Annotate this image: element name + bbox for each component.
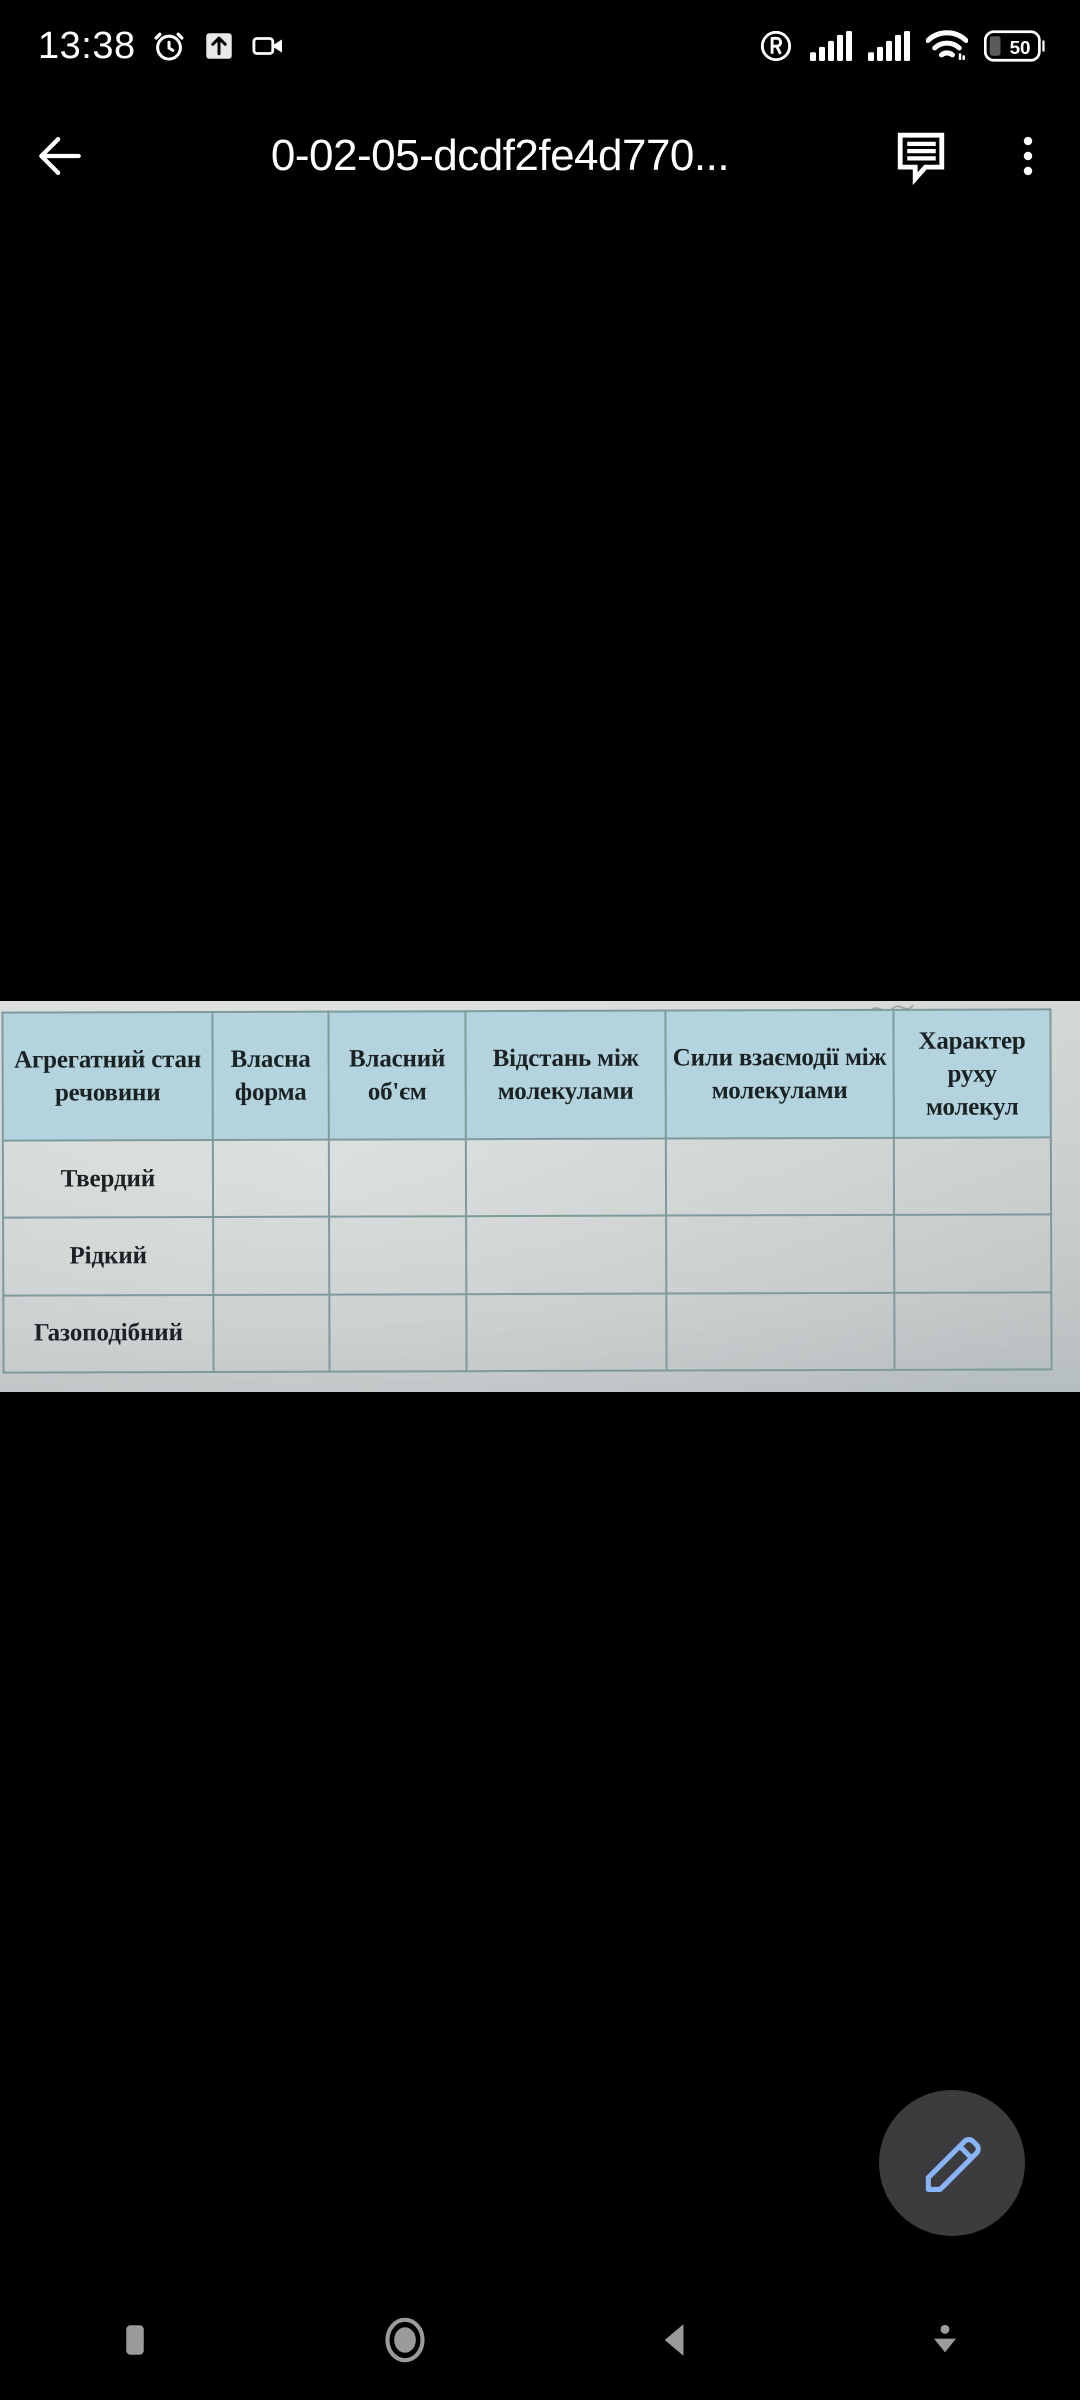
row-label-solid: Твердий [2, 1139, 214, 1218]
cell-liquid-distance [466, 1215, 667, 1294]
arrow-left-icon [39, 137, 81, 175]
cell-gas-volume [329, 1293, 467, 1372]
cell-solid-forces [665, 1137, 895, 1216]
overflow-menu-button[interactable] [976, 92, 1080, 220]
cell-gas-shape [213, 1294, 330, 1372]
cell-solid-distance [465, 1138, 667, 1217]
battery-level-text: 50 [1010, 38, 1031, 59]
status-bar-right: 50 [758, 28, 1046, 64]
column-header-motion: Характер руху молекул [893, 1009, 1051, 1138]
upload-arrow-icon [205, 33, 232, 59]
more-vertical-icon [1023, 136, 1033, 176]
cell-gas-forces [666, 1292, 895, 1371]
cell-solid-volume [328, 1139, 467, 1217]
circle-icon [385, 2317, 425, 2363]
cell-liquid-shape [213, 1216, 330, 1295]
table-row: Газоподібний [3, 1292, 1052, 1373]
table-row: Рідкий [3, 1214, 1052, 1296]
image-viewer-canvas[interactable]: Агрегатний стан речовини Власна форма Вл… [0, 220, 1080, 2280]
cell-liquid-volume [329, 1216, 467, 1295]
app-bar: 0-02-05-dcdf2fe4d770... [0, 92, 1080, 220]
cell-liquid-motion [894, 1214, 1052, 1293]
chevron-down-dot-icon [934, 2324, 956, 2353]
video-camera-icon [252, 37, 282, 55]
page-title: 0-02-05-dcdf2fe4d770... [270, 131, 730, 180]
wifi-icon [926, 30, 968, 60]
roaming-registered-icon [760, 30, 792, 62]
signal-bars-sim2-icon [868, 31, 910, 61]
cell-solid-motion [893, 1137, 1052, 1216]
column-header-forces: Сили взаємодії між молекулами [665, 1009, 894, 1139]
pencil-icon [925, 2137, 981, 2192]
back-button[interactable] [0, 92, 120, 220]
cell-gas-distance [466, 1293, 667, 1372]
square-icon [126, 2325, 144, 2355]
column-header-volume: Власний об'єм [328, 1011, 466, 1140]
status-bar-clock: 13:38 [38, 25, 136, 67]
column-header-distance: Відстань між молекулами [465, 1010, 666, 1140]
home-button[interactable] [270, 2280, 540, 2400]
row-label-gas: Газоподібний [3, 1294, 214, 1373]
row-label-liquid: Рідкий [3, 1217, 214, 1296]
scanned-photo[interactable]: Агрегатний стан речовини Власна форма Вл… [0, 1001, 1080, 1392]
triangle-left-icon [664, 2324, 684, 2356]
states-of-matter-table: Агрегатний стан речовини Власна форма Вл… [1, 1008, 1052, 1373]
edit-fab-button[interactable] [879, 2090, 1025, 2236]
alarm-clock-icon [154, 32, 184, 61]
cell-liquid-forces [666, 1215, 895, 1294]
signal-bars-sim1-icon [810, 31, 852, 61]
battery-icon: 50 [984, 30, 1045, 62]
status-bar-left: 13:38 [38, 27, 286, 65]
status-bar: 13:38 [0, 0, 1080, 92]
table-header-row: Агрегатний стан речовини Власна форма Вл… [2, 1009, 1051, 1141]
column-header-shape: Власна форма [212, 1011, 329, 1140]
cell-gas-motion [894, 1292, 1052, 1370]
hide-nav-button[interactable] [810, 2280, 1080, 2400]
comment-button[interactable] [866, 92, 976, 220]
comment-bubble-icon [897, 132, 945, 185]
cell-solid-shape [212, 1139, 330, 1218]
back-nav-button[interactable] [540, 2280, 810, 2400]
column-header-state: Агрегатний стан речовини [2, 1011, 213, 1141]
table-row: Твердий [2, 1137, 1052, 1218]
system-navigation-bar [0, 2280, 1080, 2400]
recents-button[interactable] [0, 2280, 270, 2400]
